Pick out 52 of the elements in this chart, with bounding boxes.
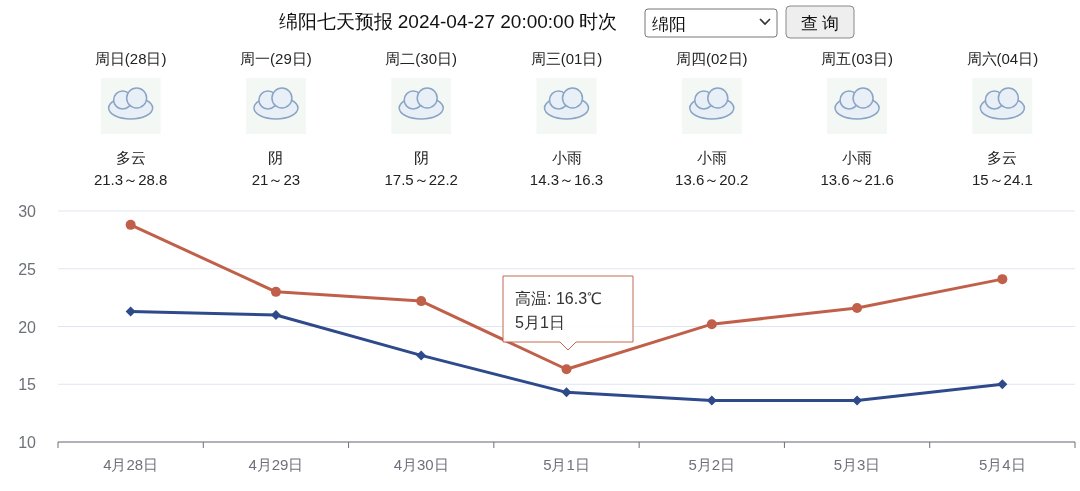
y-tick-label: 25 (18, 260, 37, 278)
x-tick-label: 4月29日 (248, 456, 304, 473)
point (852, 395, 863, 406)
point (416, 350, 427, 361)
x-tick-label: 4月30日 (393, 456, 449, 473)
text: 21～23 (251, 171, 301, 188)
x-tick-label: 5月1日 (543, 456, 590, 473)
text: 15～24.1 (971, 171, 1033, 188)
point (997, 379, 1008, 390)
point (706, 319, 717, 330)
y-tick-label: 15 (18, 376, 37, 394)
text: 多云 (115, 149, 146, 166)
annotation: 高温: 16.3℃ (515, 290, 603, 307)
text: 周一(29日) (240, 50, 312, 67)
text: 小雨 (551, 149, 582, 166)
point (416, 296, 427, 307)
text: 周五(03日) (821, 50, 893, 67)
x-tick-label: 5月2日 (688, 456, 736, 473)
point (125, 219, 136, 230)
text: 21.3～28.8 (93, 171, 168, 188)
button: 查 询 (785, 5, 855, 39)
text: 14.3～16.3 (529, 171, 604, 188)
point (852, 303, 863, 314)
y-tick-label: 10 (18, 434, 37, 451)
point (270, 286, 281, 297)
text: 阴 (413, 149, 429, 166)
point (706, 395, 717, 406)
text: 13.6～21.6 (820, 171, 894, 188)
text: 多云 (987, 149, 1018, 166)
point (997, 274, 1008, 285)
annotation: 5月1日 (515, 314, 565, 331)
text: 周日(28日) (94, 50, 167, 67)
text: 周四(02日) (675, 50, 748, 67)
point (561, 387, 572, 398)
x-tick-label: 5月4日 (979, 456, 1026, 473)
x-tick-label: 5月3日 (833, 456, 881, 473)
text: 小雨 (842, 149, 873, 166)
text: 阴 (268, 149, 284, 166)
tooltip: 高温: 16.3℃ 5月1日 (502, 275, 634, 351)
text: 周三(01日) (530, 50, 603, 67)
y-tick-label: 20 (18, 318, 37, 336)
text: 周六(04日) (966, 50, 1039, 67)
text: 13.6～20.2 (675, 171, 749, 188)
text: 17.5～22.2 (384, 171, 458, 188)
x-tick-label: 4月28日 (103, 456, 159, 473)
text: 小雨 (696, 149, 727, 166)
text: 周二(30日) (385, 50, 458, 67)
y-tick-label: 30 (18, 203, 37, 220)
point (125, 306, 136, 317)
point (561, 364, 572, 375)
select: 绵阳 (644, 8, 778, 38)
chart-title: 绵阳七天预报 2024-04-27 20:00:00 时次 (278, 11, 618, 32)
